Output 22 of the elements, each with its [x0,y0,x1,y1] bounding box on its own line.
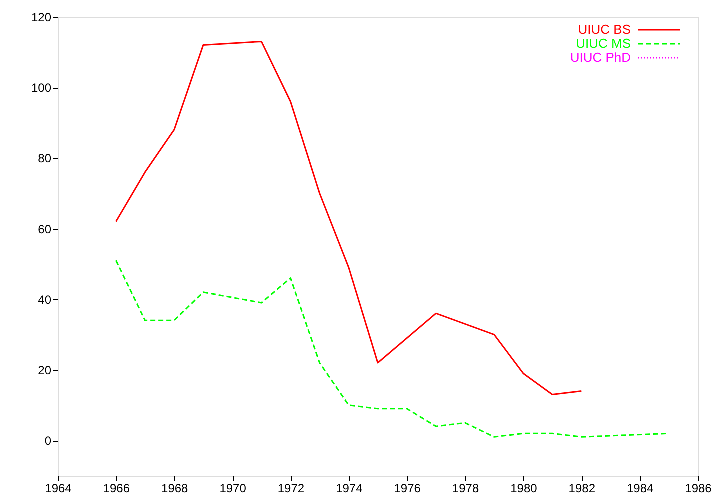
y-tick-label: 0 [44,434,52,448]
x-tick-label: 1966 [103,482,130,496]
legend-label: UIUC MS [576,36,632,51]
y-tick-label: 40 [38,292,52,307]
x-tick-label: 1986 [685,482,712,496]
x-tick-label: 1980 [510,482,538,496]
y-tick-label: 60 [38,222,52,236]
x-tick-label: 1970 [220,482,247,496]
y-tick-label: 20 [38,364,52,378]
y-tick-label: 120 [31,10,52,24]
x-tick-label: 1964 [45,482,72,496]
legend-label: UIUC PhD [570,50,631,65]
x-tick-label: 1984 [626,482,654,496]
x-tick-label: 1976 [394,482,422,496]
y-tick-label: 80 [38,152,52,166]
x-tick-label: 1968 [162,482,189,496]
x-tick-label: 1978 [452,482,480,496]
x-tick-label: 1974 [336,482,364,496]
legend-label: UIUC BS [578,22,632,37]
x-tick-label: 1982 [568,482,596,496]
y-tick-label: 100 [31,81,52,96]
x-tick-label: 1972 [278,482,305,496]
